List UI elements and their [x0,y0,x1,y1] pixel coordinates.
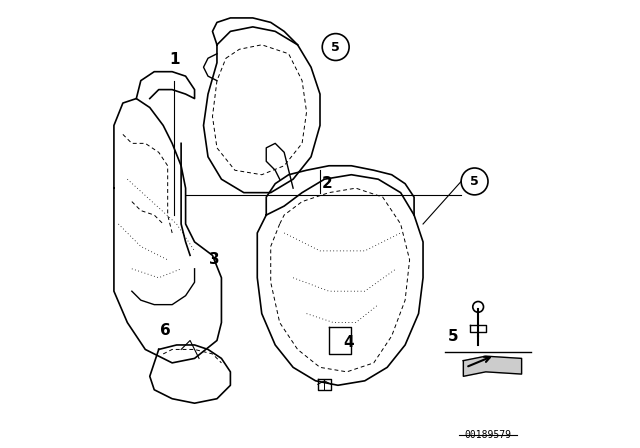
Text: 1: 1 [169,52,180,67]
Text: 5: 5 [448,329,459,345]
Text: 00189579: 00189579 [465,430,511,440]
Text: 3: 3 [209,252,220,267]
Text: 6: 6 [160,323,171,338]
Text: 4: 4 [344,335,355,350]
Polygon shape [463,356,522,376]
Text: 5: 5 [470,175,479,188]
Text: 2: 2 [323,176,333,191]
Text: 5: 5 [332,40,340,54]
